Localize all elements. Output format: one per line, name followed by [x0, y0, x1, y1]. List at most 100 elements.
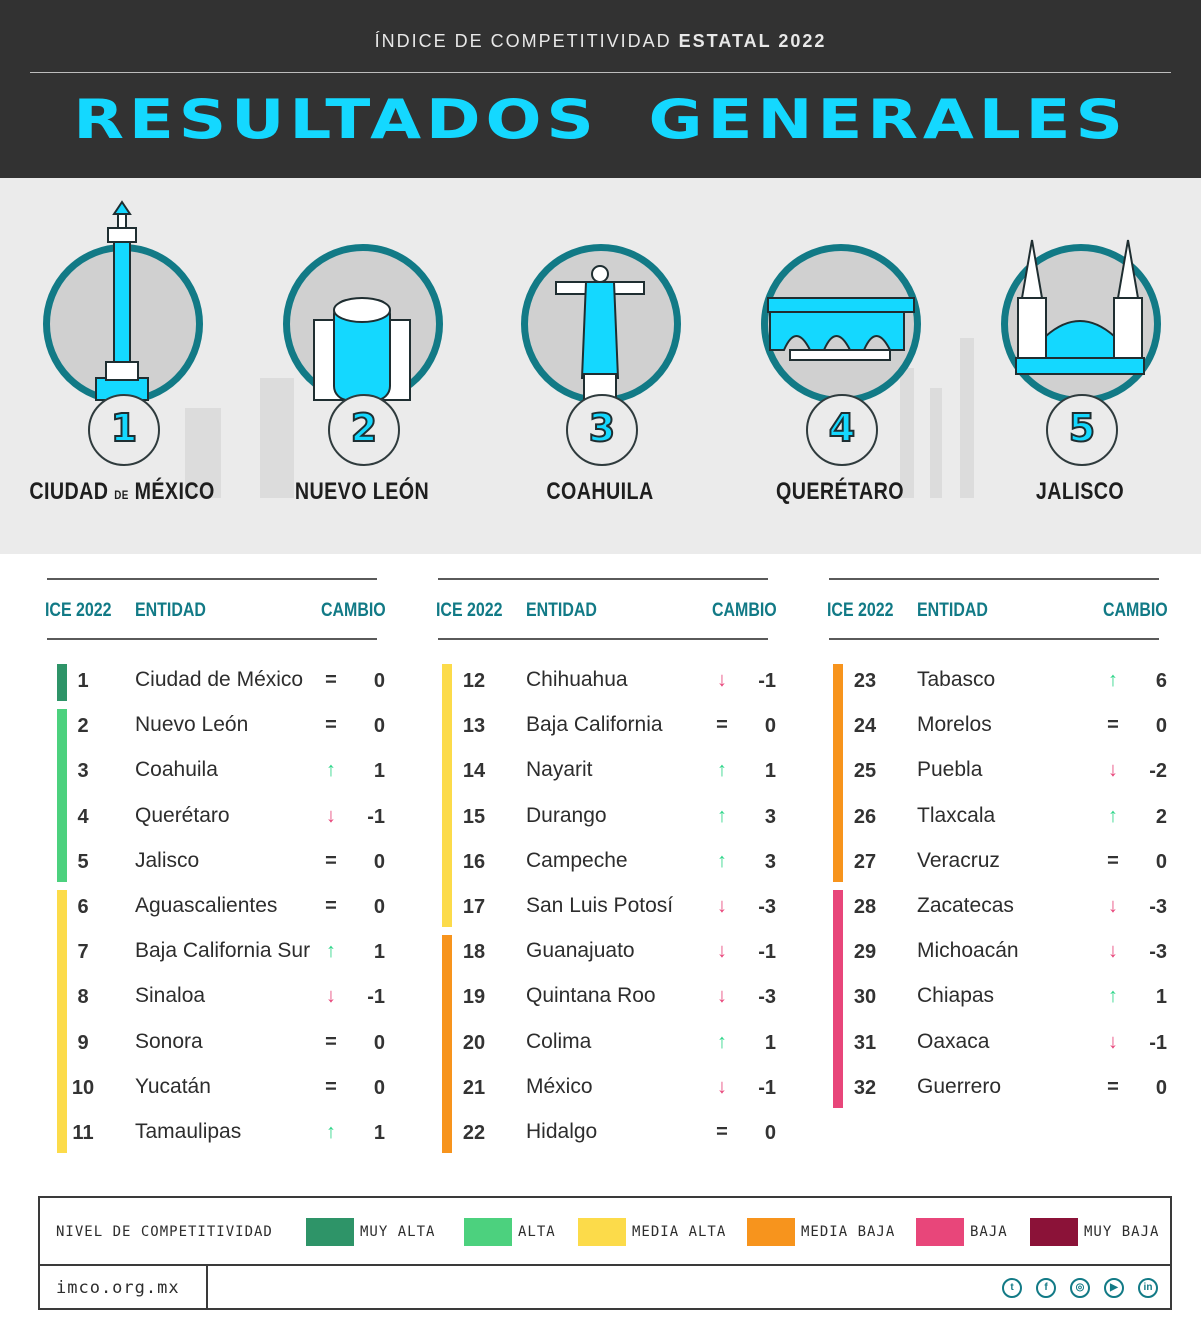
change-value: 0: [373, 850, 385, 873]
change-value: -2: [1149, 760, 1167, 783]
change-value: 0: [764, 715, 776, 738]
rank-cell: 18: [462, 941, 486, 964]
linkedin-icon[interactable]: in: [1138, 1278, 1158, 1298]
aqueduct-icon: [767, 297, 915, 361]
entity-cell: Tlaxcala: [917, 803, 996, 827]
change-value: -3: [758, 986, 776, 1009]
rank-cell: 22: [462, 1122, 486, 1144]
change-symbol: ↓: [1108, 759, 1118, 782]
legend-label: MEDIA BAJA: [801, 1224, 896, 1240]
change-symbol: ↓: [717, 940, 727, 963]
table-row: 12 Chihuahua ↓ -1: [436, 660, 776, 705]
podium-item-1: 1 CIUDAD DE MÉXICO: [2, 178, 242, 554]
table-row: 7 Baja California Sur ↑ 1: [45, 931, 385, 976]
legend-footer: NIVEL DE COMPETITIVIDAD MUY ALTA ALTA MEDI…: [38, 1196, 1172, 1310]
column-top-rule: [47, 578, 377, 580]
entity-cell: Baja California: [526, 713, 663, 737]
change-symbol: =: [1107, 714, 1119, 737]
rank-cell: 28: [853, 896, 877, 918]
table-row: 19 Quintana Roo ↓ -3: [436, 976, 776, 1021]
level-bar-media-baja: [833, 664, 843, 882]
change-value: 0: [764, 1122, 776, 1144]
entity-cell: Sinaloa: [135, 984, 206, 1008]
table-row: 9 Sonora = 0: [45, 1022, 385, 1067]
table-row: 22 Hidalgo = 0: [436, 1112, 776, 1157]
rank-cell: 27: [853, 850, 877, 873]
change-symbol: ↓: [326, 985, 336, 1008]
entity-cell: Guerrero: [917, 1074, 1002, 1098]
change-symbol: ↓: [1108, 1030, 1118, 1053]
legend-label: BAJA: [970, 1224, 1008, 1240]
footer-separator: [206, 1266, 208, 1308]
entity-cell: Baja California Sur: [135, 939, 311, 963]
change-symbol: ↑: [1108, 669, 1118, 691]
change-value: 3: [764, 850, 776, 873]
site-link[interactable]: imco.org.mx: [56, 1278, 180, 1298]
change-value: 0: [373, 715, 385, 738]
legend-swatch-media-alta: [578, 1218, 626, 1246]
change-symbol: ↓: [717, 985, 727, 1008]
cristo-statue-icon: [555, 265, 645, 405]
change-value: 3: [764, 805, 776, 828]
rank-cell: 5: [77, 850, 89, 873]
rank-number: 5: [1068, 405, 1096, 451]
entity-cell: Ciudad de México: [135, 668, 304, 691]
cathedral-icon: [1015, 239, 1145, 375]
table-row: 5 Jalisco = 0: [45, 841, 385, 886]
change-symbol: =: [1107, 849, 1119, 872]
change-symbol: ↓: [326, 804, 336, 827]
subtitle: ÍNDICE DE COMPETITIVIDAD ESTATAL 2022: [0, 31, 1201, 52]
header-change: CAMBIO: [1103, 600, 1168, 621]
twitter-icon[interactable]: t: [1002, 1278, 1022, 1298]
change-value: -1: [367, 805, 385, 828]
rank-cell: 26: [853, 805, 877, 828]
header-entity: ENTIDAD: [917, 600, 988, 621]
rank-cell: 15: [462, 805, 486, 828]
entity-cell: Aguascalientes: [135, 894, 278, 917]
table-row: 11 Tamaulipas ↑ 1: [45, 1112, 385, 1157]
entity-cell: Sonora: [135, 1029, 203, 1053]
rank-number: 3: [588, 405, 616, 451]
page-title: RESULTADOS GENERALES: [73, 88, 1128, 151]
entity-cell: Querétaro: [135, 803, 230, 827]
podium-item-2: 2 NUEVO LEÓN: [242, 178, 482, 554]
change-symbol: ↑: [326, 1121, 336, 1143]
legend-label: MUY BAJA: [1084, 1224, 1160, 1240]
legend-label: MUY ALTA: [360, 1224, 436, 1240]
change-value: -3: [1149, 941, 1167, 964]
entity-cell: Hidalgo: [526, 1120, 598, 1143]
table-row: 28 Zacatecas ↓ -3: [827, 886, 1167, 931]
rank-number: 1: [110, 405, 138, 451]
rank-cell: 2: [77, 715, 89, 738]
entity-cell: Campeche: [526, 848, 628, 872]
change-value: 1: [764, 1031, 776, 1054]
change-value: 1: [373, 760, 385, 783]
entity-cell: México: [526, 1074, 593, 1098]
change-value: -3: [758, 896, 776, 918]
decor-bar: [960, 338, 974, 498]
change-value: -1: [367, 986, 385, 1009]
level-bar-muy-alta: [57, 664, 67, 702]
legend-swatch-media-baja: [747, 1218, 795, 1246]
column-header-rule: [438, 638, 768, 640]
rank-cell: 13: [462, 715, 486, 738]
change-symbol: ↑: [717, 804, 727, 827]
angel-independencia-icon: [95, 200, 149, 401]
table-row: 6 Aguascalientes = 0: [45, 886, 385, 931]
change-symbol: =: [325, 669, 337, 691]
rank-cell: 7: [77, 941, 89, 964]
subtitle-bold: ESTATAL 2022: [678, 31, 827, 51]
entity-cell: Zacatecas: [917, 894, 1014, 917]
facebook-icon[interactable]: f: [1036, 1278, 1056, 1298]
rank-badge: 4: [806, 394, 878, 466]
name-part: MÉXICO: [134, 478, 215, 505]
entity-cell: Chiapas: [917, 984, 995, 1008]
rank-cell: 31: [853, 1031, 877, 1054]
change-symbol: ↑: [717, 759, 727, 782]
table-row: 17 San Luis Potosí ↓ -3: [436, 886, 776, 931]
rank-cell: 9: [77, 1031, 89, 1054]
table-row: 31 Oaxaca ↓ -1: [827, 1022, 1167, 1067]
youtube-icon[interactable]: ▶: [1104, 1278, 1124, 1298]
instagram-icon[interactable]: ◎: [1070, 1278, 1090, 1298]
legend-divider: [40, 1264, 1170, 1266]
